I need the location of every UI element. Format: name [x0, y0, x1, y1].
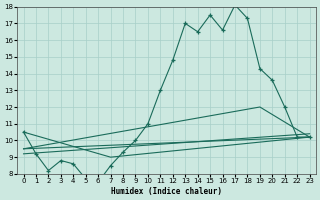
X-axis label: Humidex (Indice chaleur): Humidex (Indice chaleur): [111, 187, 222, 196]
